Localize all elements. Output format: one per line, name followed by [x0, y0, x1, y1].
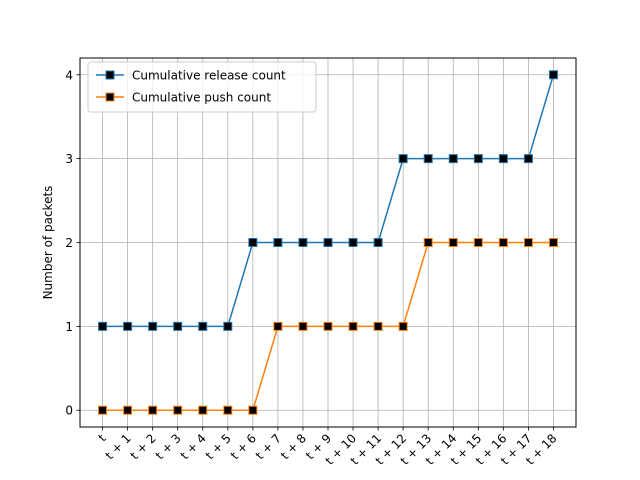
- series-push: [98, 238, 558, 415]
- data-point: [523, 238, 533, 247]
- data-point: [198, 321, 208, 331]
- y-tick-label: 4: [65, 68, 73, 82]
- data-point: [248, 238, 258, 247]
- data-point: [298, 238, 308, 247]
- data-point: [398, 154, 408, 164]
- data-point: [148, 405, 158, 415]
- data-point: [123, 405, 133, 415]
- legend: Cumulative release count Cumulative push …: [87, 61, 317, 113]
- data-point: [173, 321, 183, 331]
- data-point: [498, 238, 508, 247]
- data-point: [323, 321, 333, 331]
- data-point: [323, 238, 333, 247]
- data-point: [448, 154, 458, 164]
- data-point: [373, 238, 383, 247]
- data-point: [223, 321, 233, 331]
- series-release: [98, 70, 558, 331]
- data-point: [523, 154, 533, 164]
- y-tick-label: 2: [65, 236, 73, 250]
- series-layer: [98, 70, 558, 415]
- y-axis-label: Number of packets: [41, 186, 55, 300]
- data-point: [398, 321, 408, 331]
- legend-box: [87, 61, 317, 113]
- y-axis: 0 1 2 3 4: [65, 68, 80, 418]
- legend-marker: [105, 70, 115, 80]
- data-point: [173, 405, 183, 415]
- y-tick-label: 0: [65, 404, 73, 418]
- data-point: [348, 238, 358, 247]
- data-point: [348, 321, 358, 331]
- data-point: [98, 321, 108, 331]
- legend-label: Cumulative release count: [132, 69, 286, 83]
- data-point: [298, 321, 308, 331]
- legend-marker: [105, 92, 115, 102]
- y-tick-label: 1: [65, 320, 73, 334]
- data-point: [423, 154, 433, 164]
- data-point: [498, 154, 508, 164]
- data-point: [273, 238, 283, 247]
- data-point: [473, 154, 483, 164]
- data-point: [448, 238, 458, 247]
- data-point: [198, 405, 208, 415]
- data-point: [223, 405, 233, 415]
- data-point: [273, 321, 283, 331]
- data-point: [473, 238, 483, 247]
- data-point: [248, 405, 258, 415]
- data-point: [548, 70, 558, 80]
- data-point: [123, 321, 133, 331]
- data-point: [148, 321, 158, 331]
- data-point: [423, 238, 433, 247]
- y-tick-label: 3: [65, 152, 73, 166]
- data-point: [373, 321, 383, 331]
- data-point: [98, 405, 108, 415]
- legend-label: Cumulative push count: [132, 91, 271, 105]
- data-point: [548, 238, 558, 247]
